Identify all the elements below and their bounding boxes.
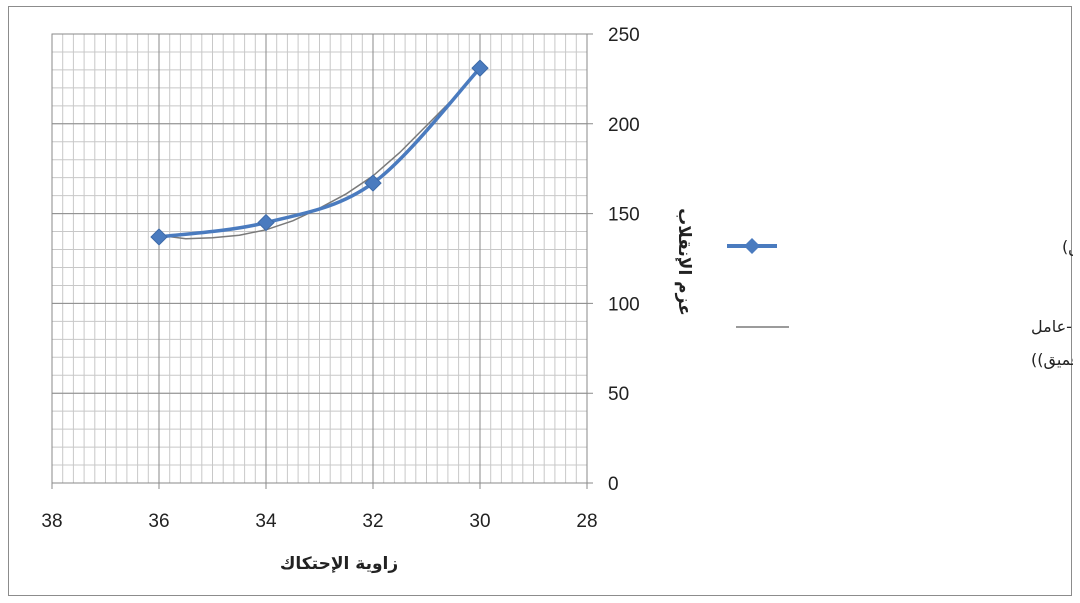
x-tick-label: 38 <box>41 511 62 532</box>
x-tick-label: 28 <box>576 511 597 532</box>
legend-series-label: احتكاك-عامل أمان(قص عميق) <box>1062 236 1073 257</box>
y-axis-title: عزم الإنقلاب <box>674 208 694 316</box>
legend-series-marker <box>744 238 760 254</box>
legend-trendline-label-line2: أمان(قص عميق)) <box>1031 349 1073 370</box>
x-tick-label: 30 <box>469 511 490 532</box>
chart-frame: 38 36 34 32 30 28 0 50 100 150 200 250 زاوية الإحت… <box>8 6 1073 596</box>
data-point-marker <box>364 174 382 192</box>
data-point-marker <box>150 228 168 246</box>
x-tick-label: 36 <box>148 511 169 532</box>
data-point-marker <box>471 59 489 77</box>
grid-lines <box>51 33 593 489</box>
series-line <box>158 66 482 239</box>
plot-area-border <box>51 33 588 484</box>
legend-item-series: احتكاك-عامل أمان(قص عميق) <box>727 236 1073 257</box>
x-tick-labels: 38 36 34 32 30 28 <box>41 511 597 532</box>
y-tick-label: 150 <box>608 205 640 226</box>
y-tick-label: 0 <box>608 474 619 495</box>
x-tick-label: 32 <box>362 511 383 532</box>
y-tick-label: 250 <box>608 25 640 46</box>
plot-border-rect <box>51 33 588 484</box>
y-tick-label: 100 <box>608 294 640 315</box>
data-series <box>150 59 489 246</box>
y-tick-labels: 0 50 100 150 200 250 <box>608 25 640 495</box>
legend-item-trendline: متعدد الحدود (احتكاك-عامل أمان(قص عميق)) <box>736 317 1073 370</box>
data-point-marker <box>257 213 275 232</box>
legend: احتكاك-عامل أمان(قص عميق) متعدد الحدود (… <box>727 236 1073 370</box>
x-tick-label: 34 <box>255 511 277 532</box>
legend-trendline-label-line1: متعدد الحدود (احتكاك-عامل <box>1031 317 1073 337</box>
x-axis-title: زاوية الإحتكاك <box>280 554 398 574</box>
y-tick-label: 200 <box>608 115 640 136</box>
y-tick-label: 50 <box>608 384 629 405</box>
line-chart: 38 36 34 32 30 28 0 50 100 150 200 250 زاوية الإحت… <box>41 25 1073 574</box>
